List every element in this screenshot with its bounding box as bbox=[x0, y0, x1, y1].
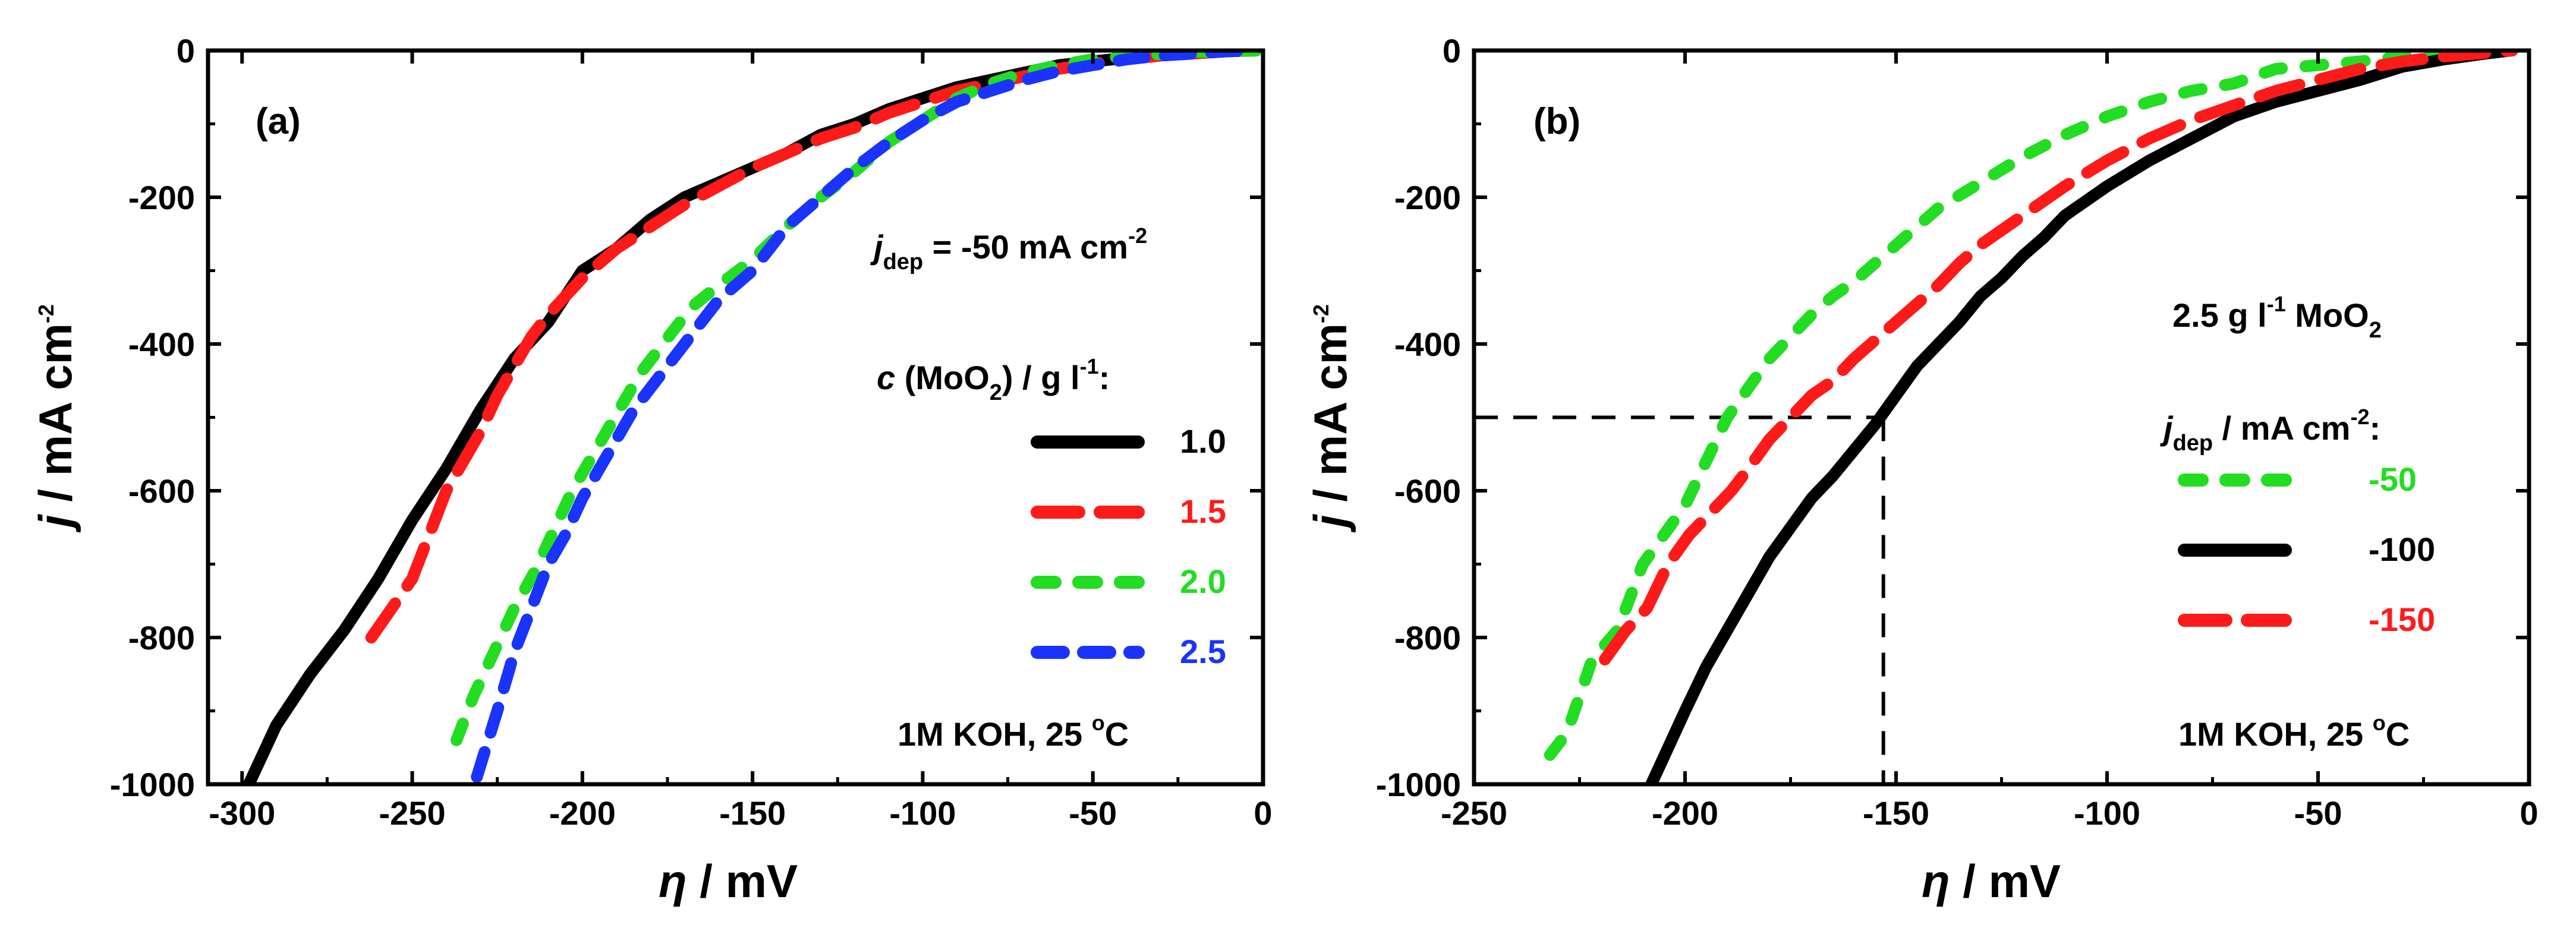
y-axis-label-b: j / mA cm-2 bbox=[1304, 304, 1356, 533]
y-tick-label: -1000 bbox=[1376, 766, 1461, 803]
y-tick-label: 0 bbox=[1443, 32, 1461, 70]
x-tick-label: -250 bbox=[1441, 794, 1507, 832]
x-tick-label: -100 bbox=[889, 794, 956, 832]
x-axis-label-b: η / mV bbox=[1922, 855, 2061, 907]
y-tick-label: -400 bbox=[1394, 326, 1461, 363]
guide-lines-b bbox=[1474, 415, 1885, 784]
y-tick-label: -200 bbox=[128, 179, 195, 216]
legend-label--150: -150 bbox=[2369, 601, 2435, 638]
x-tick-label: -300 bbox=[209, 794, 275, 832]
series-line--50 bbox=[1544, 51, 2518, 761]
legend-label--100: -100 bbox=[2369, 531, 2435, 568]
annotation-jdep: jdep = -50 mA cm-2 bbox=[870, 223, 1147, 274]
panel-a: -300 -250 -200 -150 -100 -50 0 0 -200 -400 -600 -80… bbox=[29, 32, 1273, 907]
legend-label-2.5: 2.5 bbox=[1180, 633, 1226, 670]
y-tick-label: -1000 bbox=[110, 766, 195, 803]
series-group-b bbox=[1544, 51, 2518, 784]
x-tick-label: -200 bbox=[549, 794, 616, 832]
legend-title-a: c (MoO2) / g l-1: bbox=[877, 354, 1110, 405]
ticks-a: -300 -250 -200 -150 -100 -50 0 0 -200 -400 -600 -80… bbox=[110, 32, 1273, 832]
legend-title-b: jdep / mA cm-2: bbox=[2159, 405, 2380, 456]
y-tick-label: -800 bbox=[128, 619, 195, 657]
y-tick-label: -600 bbox=[128, 472, 195, 510]
y-axis-label-a: j / mA cm-2 bbox=[29, 304, 81, 533]
plot-area-a bbox=[208, 51, 1263, 784]
y-tick-label: -600 bbox=[1394, 472, 1461, 510]
series-line-2.5 bbox=[471, 51, 1262, 783]
plot-frame-b bbox=[1472, 48, 2531, 787]
plot-frame-a bbox=[206, 48, 1265, 787]
x-tick-label: -150 bbox=[1863, 794, 1929, 832]
y-tick-label: -800 bbox=[1394, 619, 1461, 657]
legend-label-1.0: 1.0 bbox=[1180, 422, 1226, 460]
series-line--150 bbox=[1599, 51, 2518, 665]
y-tick-label: -400 bbox=[128, 326, 195, 363]
y-tick-label: -200 bbox=[1394, 179, 1461, 216]
y-tick-label: 0 bbox=[177, 32, 195, 70]
x-tick-label: -200 bbox=[1652, 794, 1718, 832]
panel-label-b: (b) bbox=[1533, 101, 1580, 142]
legend-a: 1.0 1.5 2.0 2.5 bbox=[1031, 422, 1226, 670]
panel-b: -250 -200 -150 -100 -50 0 0 -200 -400 -600 -800 -10… bbox=[1304, 32, 2539, 907]
x-tick-label: -50 bbox=[2294, 794, 2342, 832]
legend-label-2.0: 2.0 bbox=[1180, 563, 1226, 600]
annotation-conc: 2.5 g l-1 MoO2 bbox=[2172, 292, 2382, 343]
legend-label-1.5: 1.5 bbox=[1180, 493, 1226, 530]
x-tick-label: -100 bbox=[2074, 794, 2140, 832]
condition-b: 1M KOH, 25 oC bbox=[2178, 711, 2410, 753]
condition-a: 1M KOH, 25 oC bbox=[897, 711, 1129, 753]
series-line--100 bbox=[1645, 51, 2518, 784]
x-tick-label: 0 bbox=[1254, 794, 1272, 832]
x-tick-label: 0 bbox=[2520, 794, 2538, 832]
x-axis-label-a: η / mV bbox=[659, 855, 798, 907]
panel-label-a: (a) bbox=[256, 101, 301, 142]
x-tick-label: -150 bbox=[719, 794, 786, 832]
legend-label--50: -50 bbox=[2369, 460, 2417, 498]
x-tick-label: -50 bbox=[1069, 794, 1117, 832]
x-tick-label: -250 bbox=[379, 794, 446, 832]
legend-b: -50 -100 -150 bbox=[2178, 460, 2435, 638]
